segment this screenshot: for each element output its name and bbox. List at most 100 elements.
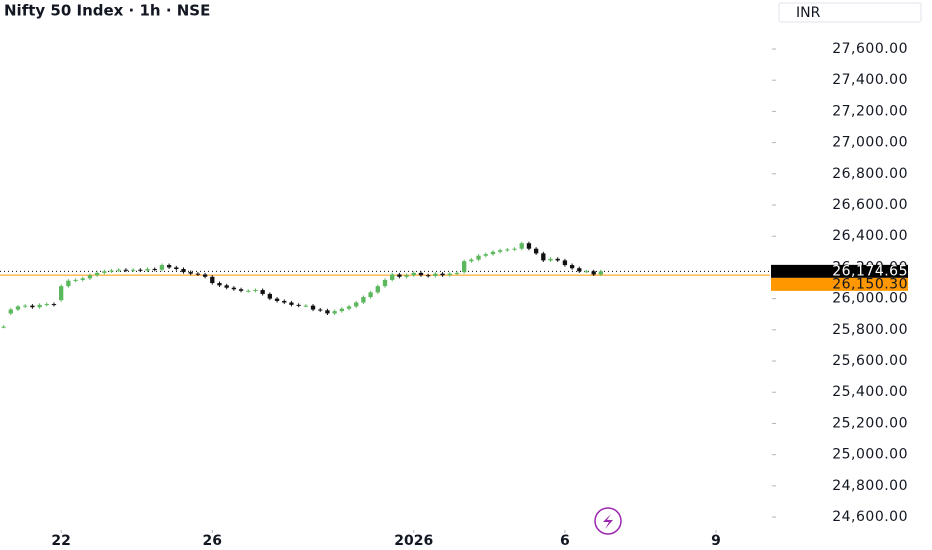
candle-body <box>138 269 143 271</box>
y-tick-label: 27,200.00 <box>832 103 908 119</box>
y-tick-label: 26,400.00 <box>832 228 908 244</box>
candle <box>375 284 380 294</box>
candle <box>238 287 244 293</box>
candle <box>469 258 474 263</box>
candle-body <box>253 290 258 292</box>
candle <box>462 259 467 274</box>
candle-body <box>37 304 42 308</box>
candle <box>8 307 13 316</box>
candle <box>188 270 193 276</box>
y-tick-label: 24,600.00 <box>832 509 908 525</box>
y-tick-label: 25,200.00 <box>832 415 908 431</box>
candle <box>426 273 431 278</box>
candle-body <box>8 309 13 314</box>
candle <box>454 271 460 276</box>
last-price-box <box>771 264 908 278</box>
candle-body <box>418 272 424 276</box>
y-tick-label: 26,600.00 <box>832 197 908 213</box>
y-tick-label: 27,600.00 <box>832 41 908 57</box>
candle-body <box>51 304 57 306</box>
candle-body <box>30 305 35 308</box>
candle-body <box>519 243 524 249</box>
candle-body <box>584 271 589 273</box>
candle-body <box>130 269 136 271</box>
candle-body <box>562 260 568 266</box>
candle-body <box>174 267 179 269</box>
candle-body <box>490 251 496 255</box>
candle <box>361 295 366 305</box>
candle <box>505 247 510 252</box>
candle <box>555 257 560 262</box>
candle <box>346 304 352 311</box>
candle <box>23 304 28 308</box>
candle <box>541 251 546 262</box>
candle <box>159 263 165 272</box>
candle-body <box>123 269 129 271</box>
currency-box[interactable] <box>778 2 922 23</box>
candle-body <box>541 253 546 261</box>
candle-body <box>591 271 596 275</box>
candle <box>195 272 201 276</box>
candle-body <box>368 292 373 298</box>
candle <box>30 304 35 309</box>
candle-body <box>59 286 64 301</box>
candle <box>44 302 49 307</box>
candle <box>497 248 503 254</box>
candle-body <box>87 275 93 279</box>
candle <box>289 300 294 307</box>
candle <box>138 268 143 273</box>
candle-body <box>274 298 280 301</box>
candle <box>166 263 172 269</box>
x-tick-label: 2026 <box>394 533 433 549</box>
previous-close-box <box>771 277 908 291</box>
candle-body <box>116 269 121 271</box>
candle-body <box>598 271 604 275</box>
candle <box>440 272 445 277</box>
candle-body <box>361 297 366 303</box>
candle <box>116 268 121 273</box>
candle <box>584 269 589 273</box>
candle <box>411 271 416 277</box>
candle-body <box>159 265 165 270</box>
candle-body <box>382 279 388 287</box>
candle <box>1 325 6 329</box>
candle <box>202 272 208 279</box>
candle <box>152 267 157 272</box>
candle-body <box>390 274 395 280</box>
candle-body <box>238 289 244 291</box>
x-tick-label: 26 <box>203 533 222 549</box>
candle <box>562 258 568 267</box>
candle-body <box>1 326 6 328</box>
candle-body <box>497 250 503 252</box>
candle-body <box>23 305 28 307</box>
candle <box>533 247 539 255</box>
candle <box>123 268 129 273</box>
candle <box>368 290 373 299</box>
candle-body <box>73 279 78 281</box>
candle <box>274 297 280 303</box>
candle-body <box>332 311 337 314</box>
candle <box>210 275 215 285</box>
candle-body <box>181 268 186 273</box>
candle <box>548 257 553 262</box>
candle <box>102 269 107 275</box>
candle <box>231 286 237 291</box>
currency-label: INR <box>796 5 821 21</box>
candle <box>246 289 251 293</box>
candle <box>181 267 186 274</box>
candle <box>390 272 395 282</box>
candle <box>382 278 388 288</box>
candle <box>87 273 93 280</box>
candle-body <box>217 283 222 286</box>
flash-icon[interactable] <box>594 507 622 535</box>
candle-body <box>44 304 49 306</box>
candle-body <box>548 258 553 261</box>
candle <box>303 304 308 308</box>
candle-body <box>454 272 460 274</box>
candle-body <box>533 248 539 254</box>
candle <box>145 267 150 273</box>
candle-body <box>483 254 488 256</box>
candle-body <box>404 275 409 277</box>
candle <box>94 271 100 277</box>
